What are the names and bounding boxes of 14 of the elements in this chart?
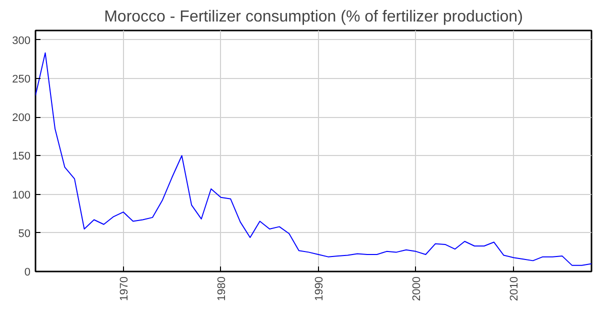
x-tick-label: 1970	[118, 276, 130, 301]
x-tick-label: 2010	[508, 276, 520, 301]
y-tick-label: 0	[24, 266, 31, 278]
y-tick-label: 100	[12, 189, 31, 202]
chart-title: Morocco - Fertilizer consumption (% of fertilizer production)	[104, 8, 523, 26]
y-tick-label: 50	[18, 228, 31, 240]
y-tick-label: 150	[12, 150, 31, 163]
y-tick-label: 300	[12, 34, 31, 47]
y-tick-label: 250	[12, 73, 31, 86]
x-tick-label: 1980	[216, 276, 228, 301]
line-series	[36, 52, 592, 266]
x-tick-label: 1990	[313, 276, 326, 301]
x-tick-label: 2000	[410, 276, 423, 301]
y-tick-label: 200	[12, 112, 31, 124]
